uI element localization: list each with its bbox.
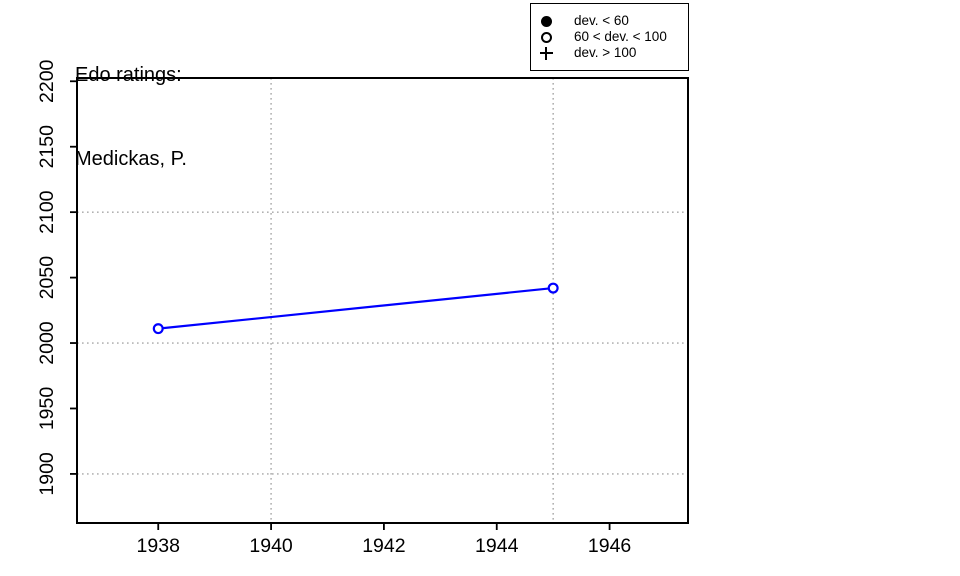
y-tick-label: 2200 [36,59,58,103]
legend-label: dev. < 60 [574,13,629,28]
y-tick-label: 2050 [36,256,58,300]
y-tick-label: 1950 [36,387,58,431]
rating-line [158,286,554,330]
legend: dev. < 60 60 < dev. < 100 dev. > 100 [530,3,689,71]
legend-item: dev. > 100 [539,45,688,61]
x-tick-label: 1938 [137,535,180,557]
legend-label: 60 < dev. < 100 [574,29,667,44]
legend-item: dev. < 60 [539,13,688,29]
y-tick-label: 2150 [36,125,58,169]
y-tick-label: 2000 [36,321,58,365]
chart-title: Edo ratings: Medickas, P. [75,5,187,229]
chart-title-line2: Medickas, P. [75,148,187,170]
data-point [547,282,559,294]
x-tick-label: 1940 [249,535,293,557]
plus-icon [539,46,553,60]
plot-border [76,77,689,524]
filled-circle-icon [540,15,552,27]
x-tick-label: 1946 [588,535,631,557]
x-tick-label: 1942 [362,535,405,557]
chart-title-line1: Edo ratings: [75,64,182,86]
y-tick-label: 1900 [36,452,58,496]
legend-label: dev. > 100 [574,45,637,60]
legend-item: 60 < dev. < 100 [539,29,688,45]
open-circle-icon [540,31,552,43]
data-point [152,323,164,335]
y-tick-label: 2100 [36,190,58,234]
x-tick-label: 1944 [475,535,519,557]
